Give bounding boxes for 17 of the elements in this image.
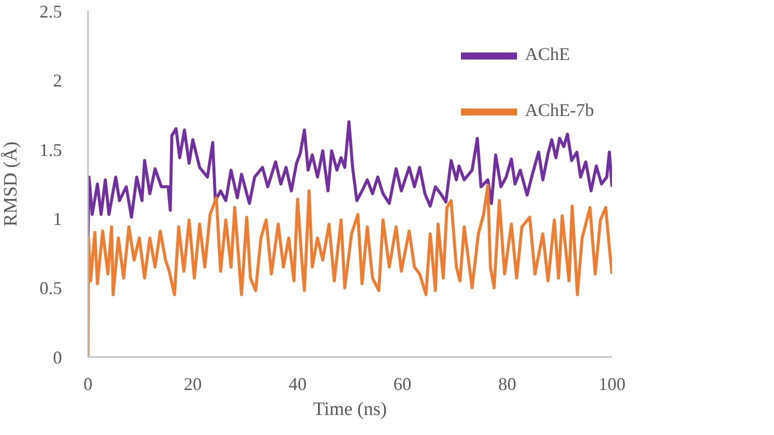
x-tick-label: 40 bbox=[288, 374, 307, 394]
y-tick-label: 1.5 bbox=[40, 140, 62, 160]
y-tick-label: 0 bbox=[53, 347, 62, 368]
x-tick-label: 60 bbox=[393, 374, 412, 394]
legend-label: AChE bbox=[525, 44, 570, 64]
legend-label: AChE-7b bbox=[525, 100, 594, 120]
y-tick-label: 2 bbox=[53, 70, 62, 91]
y-tick-label: 1 bbox=[53, 208, 62, 229]
x-tick-label: 0 bbox=[84, 374, 92, 394]
y-tick-label: 2.5 bbox=[40, 1, 62, 22]
y-axis-title: RMSD (Å) bbox=[0, 142, 22, 226]
x-axis-title: Time (ns) bbox=[313, 399, 387, 420]
x-tick-label: 20 bbox=[184, 374, 202, 394]
x-tick-label: 100 bbox=[598, 374, 626, 394]
line-series bbox=[88, 120, 612, 240]
x-tick-label: 80 bbox=[498, 374, 516, 394]
y-tick-label: 0.5 bbox=[40, 278, 62, 298]
